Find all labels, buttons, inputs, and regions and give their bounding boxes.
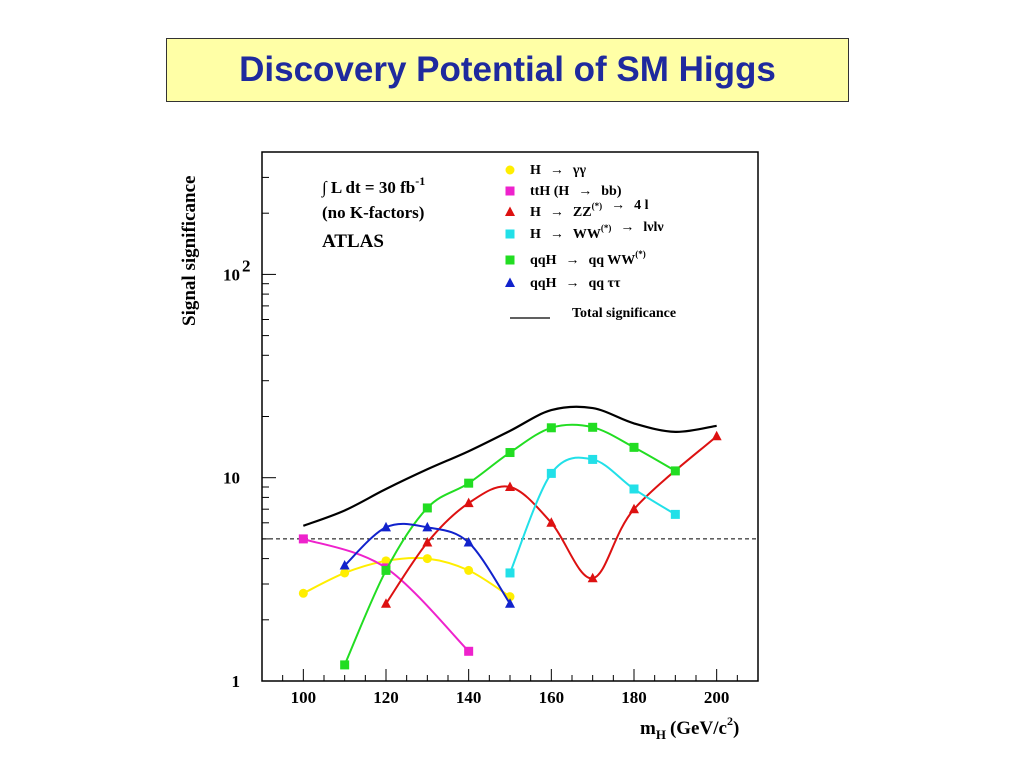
data-point-qqh-qq-ww — [340, 660, 350, 670]
legend-marker-qqh-qq-tautau — [505, 277, 515, 287]
x-tick-label: 120 — [373, 688, 399, 707]
series-h-zz-4l — [381, 430, 722, 608]
series-layer — [262, 405, 758, 670]
data-point-qqh-qq-ww — [546, 423, 556, 433]
series-total-significance — [302, 405, 717, 527]
experiment-annotation: ATLAS — [322, 231, 384, 252]
data-point-qqh-qq-ww — [588, 422, 598, 432]
data-point-qqh-qq-ww — [464, 478, 474, 488]
data-point-h-gamma-gamma — [340, 568, 350, 578]
x-axis-label-sub: H — [656, 727, 666, 742]
legend-label-h-zz-4l: H → ZZ(*) → 4 l — [530, 198, 649, 220]
data-point-h-ww-lvlv — [588, 454, 598, 464]
x-tick-label: 180 — [621, 688, 647, 707]
data-point-h-ww-lvlv — [629, 484, 639, 494]
data-point-qqh-qq-ww — [670, 466, 680, 476]
legend-label-h-ww-lvlv: H → WW(*) → lνlν — [530, 220, 664, 242]
x-tick-label: 200 — [704, 688, 730, 707]
legend-marker-h-zz-4l — [505, 206, 515, 216]
x-axis-label: mH (GeV/c2) — [640, 714, 739, 742]
data-point-h-gamma-gamma — [464, 565, 474, 575]
y-tick-label-sup: 2 — [242, 256, 251, 275]
series-line-qqh-qq-ww — [343, 423, 676, 666]
x-tick-label: 140 — [456, 688, 482, 707]
data-point-h-gamma-gamma — [298, 588, 308, 598]
legend-label-tth-bb: ttH (H → bb) — [530, 184, 622, 199]
data-point-h-zz-4l — [463, 497, 474, 508]
data-point-qqh-qq-ww — [505, 448, 515, 458]
y-axis-label: Signal significance — [179, 176, 200, 326]
legend-marker-h-gamma-gamma — [505, 165, 515, 175]
data-point-qqh-qq-ww — [381, 565, 391, 575]
x-axis-label-sup: 2 — [727, 714, 733, 728]
data-point-qqh-qq-tautau — [422, 521, 433, 532]
data-point-h-zz-4l — [587, 572, 598, 583]
data-point-h-zz-4l — [629, 503, 639, 514]
legend-marker-tth-bb — [505, 186, 515, 196]
slide-title-box: Discovery Potential of SM Higgs — [166, 38, 849, 102]
data-point-h-gamma-gamma — [381, 556, 391, 566]
series-line-h-gamma-gamma — [302, 556, 511, 598]
data-point-qqh-qq-tautau — [339, 559, 350, 570]
data-point-tth-bb — [298, 534, 308, 544]
legend-label-qqh-qq-ww: qqH → qq WW(*) — [530, 249, 646, 268]
data-point-qqh-qq-tautau — [505, 598, 515, 608]
data-point-qqh-qq-tautau — [381, 521, 391, 532]
series-tth-bb — [298, 534, 474, 656]
series-line-tth-bb — [303, 537, 470, 652]
kfactor-annotation: (no K-factors) — [322, 203, 424, 222]
y-tick-label: 10 — [223, 265, 240, 284]
series-h-gamma-gamma — [298, 554, 515, 602]
x-axis-label-main: m — [640, 718, 656, 739]
x-tick-label: 160 — [539, 688, 565, 707]
legend-label-h-gamma-gamma: H → γγ — [530, 163, 586, 178]
data-point-h-zz-4l — [422, 537, 433, 547]
legend: H → γγ ttH (H → bb)H → ZZ(*) → 4 lH → WW(*) → lνlν qqH… — [505, 163, 676, 321]
y-tick-label: 10 — [223, 469, 240, 488]
series-h-ww-lvlv — [505, 454, 680, 578]
series-line-total-significance — [302, 405, 717, 527]
x-axis-label-close: ) — [733, 718, 739, 739]
data-point-h-ww-lvlv — [670, 509, 680, 519]
data-point-qqh-qq-tautau — [463, 537, 474, 547]
legend-label-qqh-qq-tautau: qqH → qq ττ — [530, 276, 621, 291]
data-point-qqh-qq-ww — [422, 503, 432, 513]
data-point-h-zz-4l — [505, 481, 515, 492]
x-tick-label: 100 — [291, 688, 317, 707]
x-axis-label-unit: (GeV/c — [670, 718, 727, 739]
series-line-h-ww-lvlv — [509, 456, 676, 574]
legend-marker-h-ww-lvlv — [505, 229, 515, 239]
legend-marker-qqh-qq-ww — [505, 255, 515, 265]
legend-label-total-significance: Total significance — [572, 306, 676, 321]
luminosity-annotation: ∫ L dt = 30 fb-1 — [321, 174, 425, 198]
data-point-h-ww-lvlv — [546, 468, 556, 478]
slide-title: Discovery Potential of SM Higgs — [239, 50, 776, 89]
data-point-h-gamma-gamma — [422, 554, 432, 564]
series-qqh-qq-ww — [340, 422, 680, 670]
data-point-qqh-qq-ww — [629, 442, 639, 452]
data-point-h-zz-4l — [546, 517, 557, 527]
data-point-h-ww-lvlv — [505, 568, 515, 578]
series-qqh-qq-tautau — [339, 521, 515, 608]
luminosity-text: ∫ L dt = 30 fb — [321, 178, 415, 198]
luminosity-sup: -1 — [415, 174, 425, 188]
data-point-h-zz-4l — [381, 598, 391, 608]
y-tick-label: 1 — [232, 672, 241, 691]
data-point-tth-bb — [464, 646, 474, 656]
data-point-h-zz-4l — [711, 430, 722, 441]
